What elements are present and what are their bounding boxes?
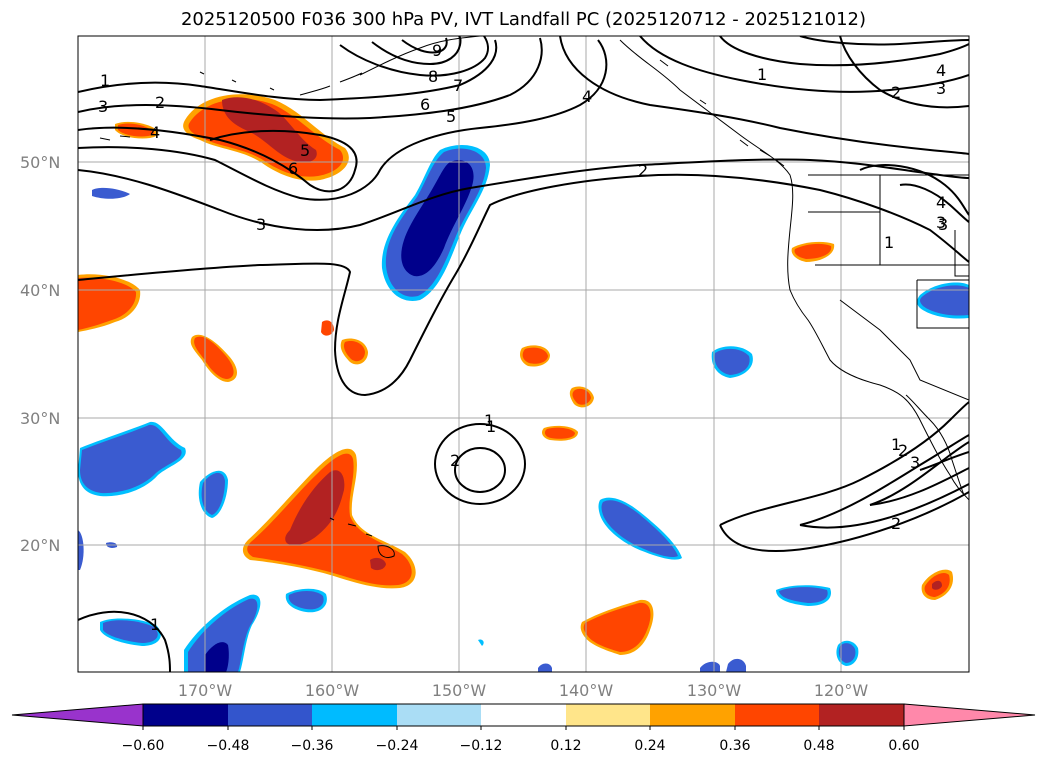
contour-label: 5 [446, 107, 456, 126]
colorbar-tick-label: 0.48 [803, 738, 834, 754]
lon-label-150w: 150°W [432, 681, 487, 700]
contour-label: 4 [582, 87, 592, 106]
longitude-labels: 170°W 160°W 150°W 140°W 130°W 120°W [178, 681, 869, 700]
colorbar-tick-label: −0.48 [207, 738, 250, 754]
contour-label: 1 [486, 417, 496, 436]
contour-label: 4 [936, 193, 946, 212]
coastlines [99, 36, 969, 559]
contour-label: 1 [484, 411, 494, 430]
contour-label: 2 [891, 83, 901, 102]
contour-label: 8 [428, 67, 438, 86]
colorbar-tick-label: −0.60 [122, 738, 165, 754]
contour-label: 2 [450, 451, 460, 470]
latitude-labels: 50°N 40°N 30°N 20°N [20, 153, 60, 555]
contour-label: 6 [420, 95, 430, 114]
colorbar-tick-label: −0.36 [291, 738, 334, 754]
contour-label: 1 [150, 615, 160, 634]
contour-label: 6 [288, 159, 298, 178]
pv-contours [78, 36, 969, 672]
contour-label: 1 [757, 65, 767, 84]
pv-shading [78, 94, 969, 672]
contour-label: 5 [300, 141, 310, 160]
colorbar-tick-label: −0.24 [376, 738, 419, 754]
colorbar-tick-label: 0.36 [719, 738, 750, 754]
contour-label: 1 [100, 71, 110, 90]
colorbar-segment [819, 704, 904, 726]
colorbar-segment [143, 704, 228, 726]
colorbar-tick-label: 0.12 [550, 738, 581, 754]
colorbar-extend-left [11, 703, 144, 727]
colorbar-segment [228, 704, 312, 726]
colorbar-segment [566, 704, 650, 726]
colorbar-tick-label: −0.12 [460, 738, 503, 754]
contour-label: 3 [936, 79, 946, 98]
colorbar-extend-right [903, 703, 1036, 727]
contour-label: 1 [884, 233, 894, 252]
colorbar-segment [481, 704, 566, 726]
contour-label: 7 [453, 76, 463, 95]
colorbar-tick-label: 0.60 [888, 738, 919, 754]
colorbar-tick-label: 0.24 [634, 738, 665, 754]
contour-label: 2 [898, 441, 908, 460]
contour-label: 9 [432, 41, 442, 60]
colorbar-segment [650, 704, 735, 726]
lon-label-120w: 120°W [814, 681, 869, 700]
contour-label: 1 [891, 435, 901, 454]
colorbar-segment [312, 704, 397, 726]
contour-label: 2 [155, 93, 165, 112]
lon-label-130w: 130°W [687, 681, 742, 700]
lon-label-160w: 160°W [305, 681, 360, 700]
contour-label: 4 [150, 123, 160, 142]
contour-label: 3 [98, 97, 108, 116]
contour-label: 3 [910, 453, 920, 472]
lon-label-170w: 170°W [178, 681, 233, 700]
map-title: 2025120500 F036 300 hPa PV, IVT Landfall… [180, 9, 867, 30]
colorbar-segment [397, 704, 481, 726]
contour-label: 3 [938, 215, 948, 234]
lat-label-40n: 40°N [20, 281, 60, 300]
lat-label-30n: 30°N [20, 409, 60, 428]
contour-label: 2 [638, 161, 648, 180]
contour-label: 2 [891, 514, 901, 533]
contour-label: 3 [936, 213, 946, 232]
lat-label-20n: 20°N [20, 536, 60, 555]
contour-label: 4 [936, 61, 946, 80]
lat-label-50n: 50°N [20, 153, 60, 172]
plot-frame [77, 35, 970, 673]
lon-label-140w: 140°W [559, 681, 614, 700]
contour-labels: 1 2 3 4 5 6 7 8 9 1 2 1 2 3 4 5 6 1 2 4 … [98, 41, 948, 634]
colorbar: −0.60 −0.48 −0.36 −0.24 −0.12 0.12 0.24 … [11, 703, 1036, 754]
colorbar-segment [735, 704, 819, 726]
graticule [78, 36, 969, 672]
contour-label: 3 [256, 215, 266, 234]
